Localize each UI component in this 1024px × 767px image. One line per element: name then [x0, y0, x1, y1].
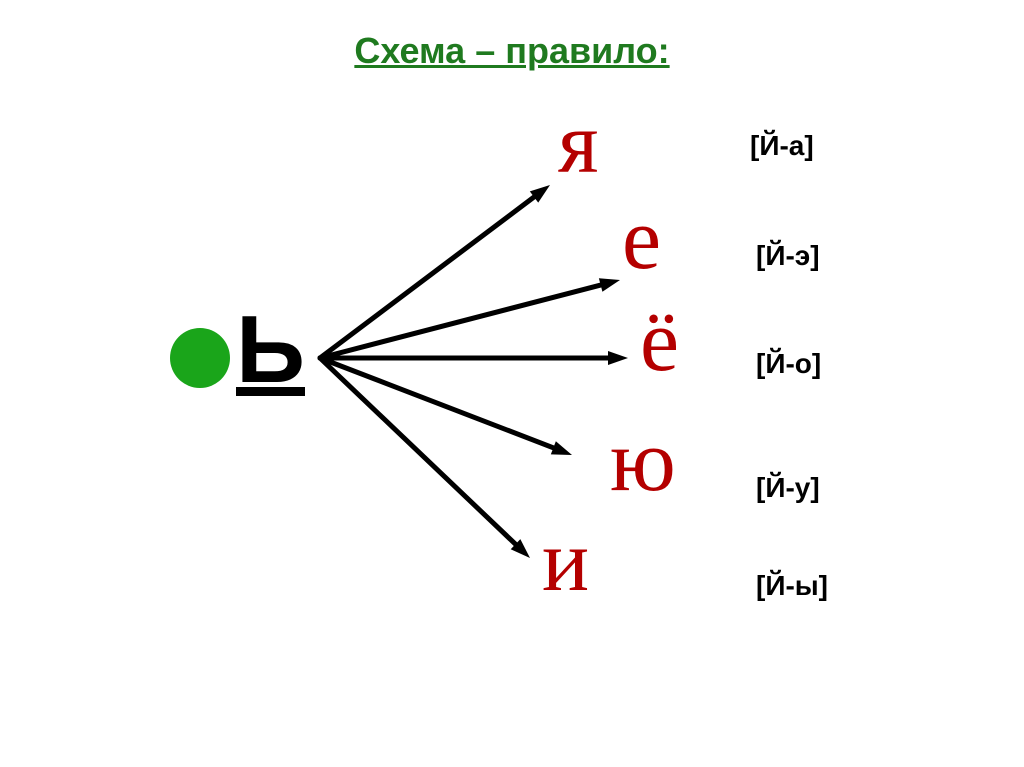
phonetic-label: [Й-a] — [750, 130, 814, 162]
vowel-letter: ю — [610, 418, 676, 506]
phonetic-label: [Й-о] — [756, 348, 821, 380]
vowel-letter: и — [542, 518, 589, 606]
vowel-letter: ё — [640, 298, 679, 386]
diagram-stage: Схема – правило: Ь я е ё ю и [Й-a] [Й-э]… — [0, 0, 1024, 767]
vowel-letter: я — [558, 100, 598, 188]
arrow-layer — [0, 0, 1024, 767]
vowel-letter: е — [622, 196, 661, 284]
phonetic-label: [Й-э] — [756, 240, 820, 272]
phonetic-label: [Й-ы] — [756, 570, 828, 602]
phonetic-label: [Й-у] — [756, 472, 820, 504]
